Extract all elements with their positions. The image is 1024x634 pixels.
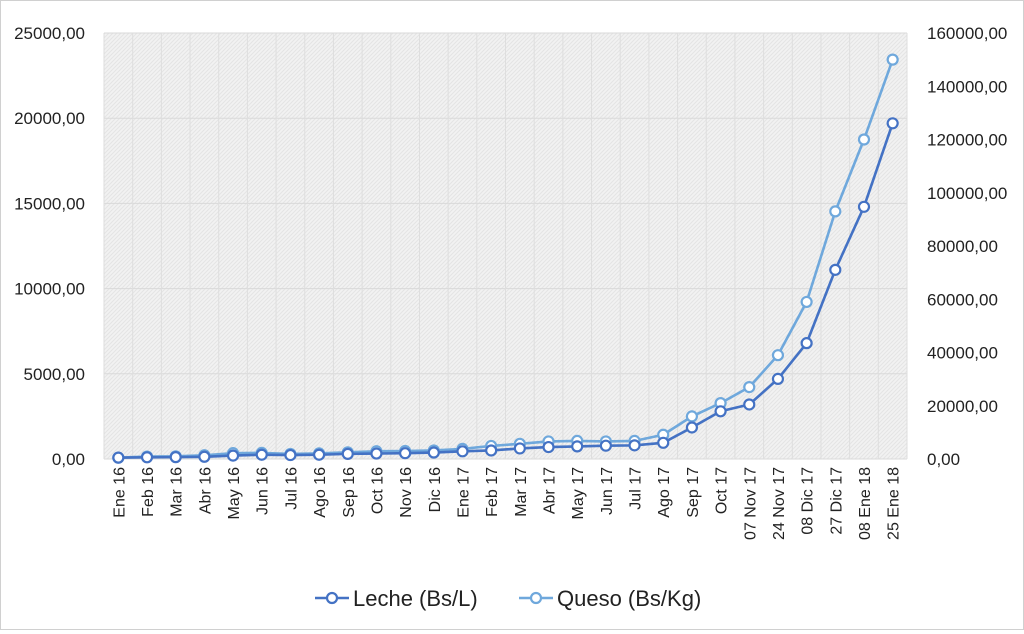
left-tick-label: 5000,00: [24, 365, 85, 384]
legend: Leche (Bs/L) Queso (Bs/Kg): [315, 586, 701, 611]
legend-marker: [529, 591, 543, 605]
data-point: [685, 421, 699, 434]
right-tick-label: 40000,00: [927, 344, 998, 363]
x-tick-label: Jun 17: [599, 467, 616, 515]
data-point: [169, 451, 182, 464]
x-tick-label: Jul 16: [283, 467, 300, 510]
left-tick-label: 0,00: [52, 450, 85, 469]
x-tick-label: Ago 16: [312, 467, 329, 518]
data-point: [427, 446, 440, 459]
data-point: [599, 439, 612, 452]
x-tick-label: Oct 17: [714, 467, 731, 514]
x-tick-label: May 17: [570, 467, 587, 520]
data-point: [743, 381, 756, 394]
series-line: [118, 122, 894, 459]
right-tick-label: 20000,00: [927, 397, 998, 416]
series-layer: [112, 53, 899, 464]
x-tick-label: 25 Ene 18: [886, 467, 903, 540]
data-point: [485, 444, 498, 457]
data-point: [857, 133, 871, 146]
data-point: [800, 295, 813, 309]
right-tick-label: 120000,00: [927, 131, 1007, 150]
left-tick-label: 20000,00: [14, 109, 85, 128]
data-point: [112, 451, 125, 464]
data-point: [571, 440, 584, 453]
legend-label: Leche (Bs/L): [353, 586, 478, 611]
x-tick-label: Nov 16: [398, 467, 415, 518]
x-tick-label: May 16: [226, 467, 243, 520]
data-point: [886, 53, 899, 66]
right-tick-label: 140000,00: [927, 77, 1007, 96]
x-tick-label: Mar 17: [513, 467, 530, 517]
data-point: [312, 448, 326, 461]
data-point: [714, 405, 727, 418]
data-point: [800, 337, 813, 350]
x-tick-label: 07 Nov 17: [742, 467, 759, 540]
data-point: [829, 263, 842, 276]
data-point: [198, 450, 211, 463]
x-tick-label: 08 Ene 18: [857, 467, 874, 540]
data-point: [771, 349, 785, 362]
data-point: [284, 448, 297, 462]
right-y-axis: 0,00 20000,00 40000,00 60000,00 80000,00 1000…: [927, 24, 1007, 469]
data-point: [140, 451, 154, 464]
x-tick-label: 27 Dic 17: [828, 467, 845, 535]
x-tick-label: Abr 17: [542, 467, 559, 514]
right-tick-label: 100000,00: [927, 184, 1007, 203]
x-tick-label: 24 Nov 17: [771, 467, 788, 540]
right-tick-label: 0,00: [927, 450, 960, 469]
data-point: [771, 372, 785, 386]
data-point: [370, 447, 383, 460]
x-tick-label: Ene 16: [111, 467, 128, 518]
left-y-axis: 0,00 5000,00 10000,00 15000,00 20000,00 25000…: [14, 24, 85, 469]
x-tick-label: Sep 17: [685, 467, 702, 518]
x-tick-label: Feb 16: [140, 467, 157, 517]
legend-marker: [325, 591, 339, 605]
left-tick-label: 10000,00: [14, 280, 85, 299]
data-point: [255, 448, 268, 461]
data-point: [226, 449, 240, 462]
right-tick-label: 60000,00: [927, 290, 998, 309]
x-tick-label: Jun 16: [255, 467, 272, 515]
data-point: [657, 436, 670, 449]
legend-label: Queso (Bs/Kg): [557, 586, 701, 611]
x-tick-label: 08 Dic 17: [800, 467, 817, 535]
series-line: [118, 59, 894, 459]
data-point: [829, 205, 842, 218]
left-tick-label: 15000,00: [14, 194, 85, 213]
left-tick-label: 25000,00: [14, 24, 85, 43]
data-point: [542, 440, 555, 454]
data-point: [513, 442, 526, 455]
data-point: [743, 398, 756, 411]
x-tick-label: Feb 17: [484, 467, 501, 517]
x-tick-label: Sep 16: [341, 467, 358, 518]
data-point: [456, 445, 469, 458]
x-tick-label: Mar 16: [169, 467, 186, 517]
x-tick-label: Abr 16: [197, 467, 214, 514]
data-point: [341, 447, 354, 460]
x-axis: Ene 16 Feb 16 Mar 16 Abr 16 May 16 Jun 16 Jul …: [111, 467, 902, 540]
x-tick-label: Oct 16: [369, 467, 386, 514]
x-tick-label: Dic 16: [427, 467, 444, 512]
gridlines: [103, 32, 908, 460]
data-point: [857, 200, 871, 213]
data-point: [685, 410, 699, 423]
right-tick-label: 160000,00: [927, 24, 1007, 43]
x-tick-label: Ene 17: [455, 467, 472, 518]
right-tick-label: 80000,00: [927, 237, 998, 256]
data-point: [628, 439, 641, 452]
data-point: [886, 117, 899, 130]
x-tick-label: Ago 17: [656, 467, 673, 518]
x-tick-label: Jul 17: [628, 467, 645, 510]
data-point: [399, 447, 412, 460]
